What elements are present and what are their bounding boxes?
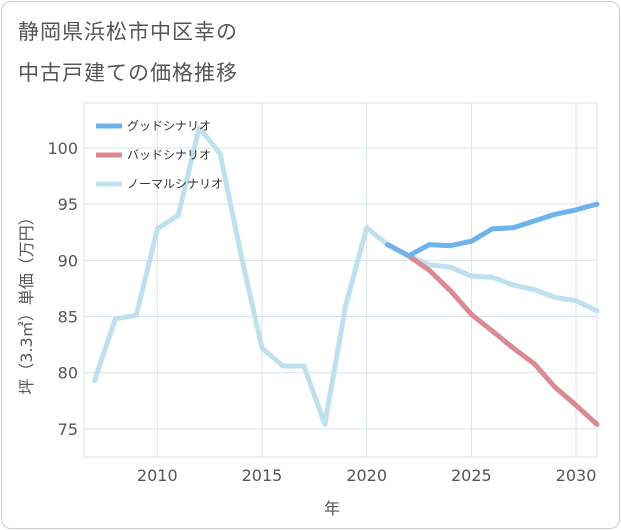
y-tick-label: 95 bbox=[58, 195, 78, 214]
chart-title-line-2: 中古戸建ての価格推移 bbox=[18, 61, 238, 85]
series-line-3 bbox=[92, 125, 600, 427]
x-tick-label: 2020 bbox=[346, 466, 387, 485]
x-tick-label: 2030 bbox=[556, 466, 597, 485]
y-tick-label: 75 bbox=[58, 420, 78, 439]
y-tick-label: 90 bbox=[58, 251, 78, 270]
series-line-2 bbox=[385, 242, 600, 427]
x-axis-label: 年 bbox=[324, 499, 340, 518]
legend-label: バッドシナリオ bbox=[127, 148, 211, 162]
y-tick-label: 80 bbox=[58, 364, 78, 383]
plot-area bbox=[83, 102, 598, 458]
grid-lines bbox=[83, 102, 598, 458]
y-axis-label: 坪（3.3㎡）単価（万円） bbox=[17, 209, 36, 394]
tick-labels: 2010 2015 2020 2025 2030 75 80 85 90 95 100 bbox=[47, 139, 596, 485]
y-tick-label: 100 bbox=[47, 139, 78, 158]
series-layer bbox=[92, 125, 600, 427]
legend-label: ノーマルシナリオ bbox=[127, 177, 223, 191]
y-tick-label: 85 bbox=[58, 308, 78, 327]
x-tick-label: 2010 bbox=[137, 466, 178, 485]
legend-label: グッドシナリオ bbox=[127, 119, 211, 133]
chart-title-line-1: 静岡県浜松市中区幸の bbox=[18, 20, 238, 44]
x-tick-label: 2015 bbox=[242, 466, 283, 485]
x-tick-label: 2025 bbox=[451, 466, 492, 485]
series-line-1 bbox=[385, 201, 600, 259]
